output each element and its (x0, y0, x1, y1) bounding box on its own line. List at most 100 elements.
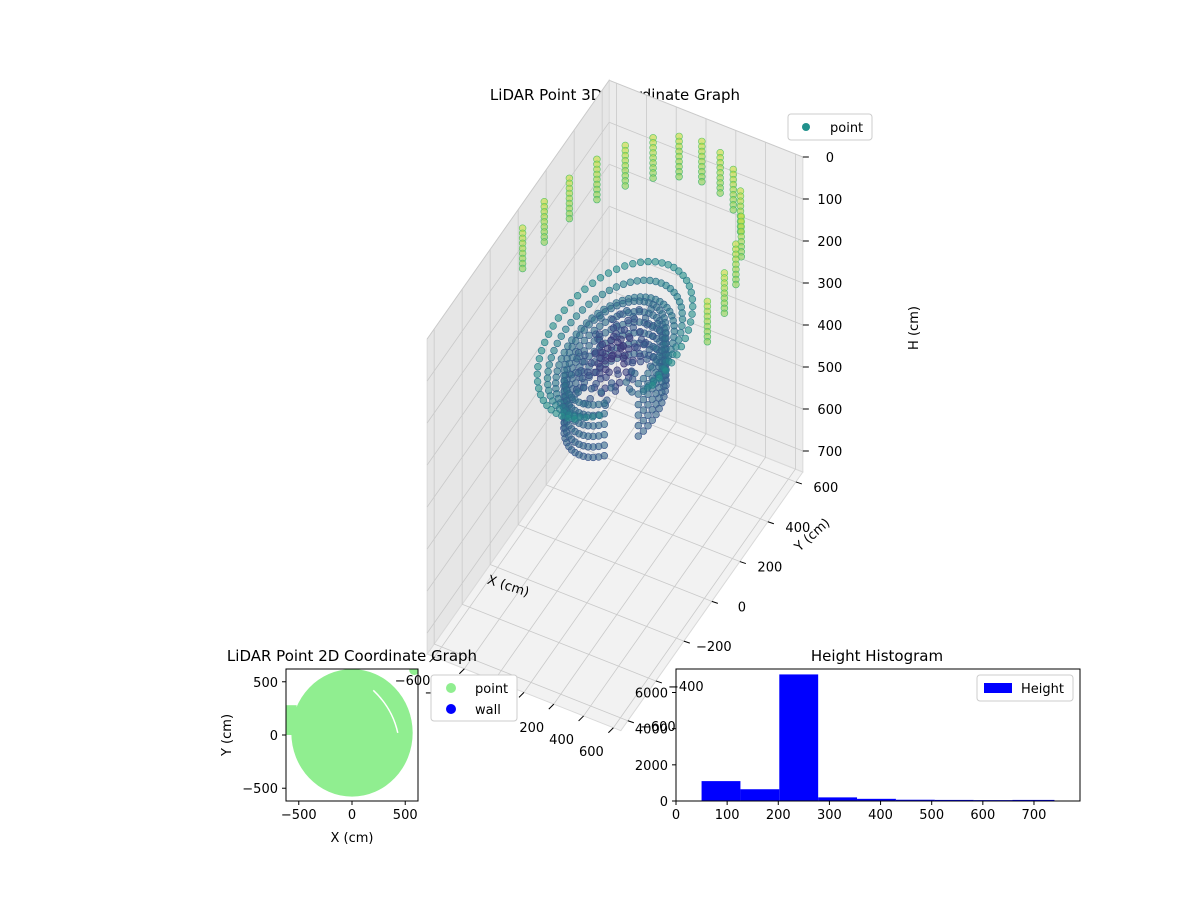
data-point (655, 326, 664, 334)
data-point (568, 343, 576, 351)
legend-label-point: point (475, 682, 508, 697)
data-point (648, 416, 656, 424)
data-point (655, 352, 663, 360)
data-point (550, 346, 558, 355)
data-point (679, 271, 687, 280)
data-point (566, 299, 575, 307)
data-point (685, 282, 694, 290)
y-tick-label: 400 (785, 521, 810, 536)
data-point (658, 259, 666, 267)
data-point (651, 258, 659, 266)
z-tick-label: 300 (817, 277, 842, 292)
data-point (596, 274, 605, 282)
data-point (544, 330, 553, 338)
data-point (640, 340, 648, 349)
data-point (573, 292, 582, 300)
data-point (613, 302, 621, 310)
z-tick-label: 0 (826, 151, 834, 166)
data-point (598, 340, 606, 349)
grid-line-y (490, 564, 684, 642)
data-point (628, 358, 637, 367)
chart-2d: LiDAR Point 2D Coordinate Graph −500 0 500… (220, 647, 518, 846)
data-point (703, 338, 712, 346)
grid-line-z (426, 80, 610, 340)
z-tick-label: 200 (817, 235, 842, 250)
gap-line (372, 689, 399, 734)
x-tick-label: 0 (672, 808, 680, 823)
y-tick-label: 4000 (635, 723, 668, 738)
data-point (639, 276, 648, 284)
z-tick-label: 100 (817, 193, 842, 208)
data-point (678, 315, 687, 323)
x-tick-label: 400 (868, 808, 893, 823)
data-point (533, 370, 541, 378)
data-point (639, 406, 648, 414)
plot-histogram: 0 100 200 300 400 500 600 700 0 2000 4000 6000 (635, 668, 1081, 823)
data-point (629, 260, 637, 268)
x-tick-mark (518, 691, 525, 698)
data-point (574, 388, 582, 396)
legend-label-wall: wall (475, 703, 501, 718)
y-tick-label: 600 (813, 481, 838, 496)
legend-marker-point (446, 683, 456, 693)
x-tick-label: 400 (549, 733, 574, 748)
data-point (609, 324, 618, 332)
plot-area (286, 669, 418, 797)
data-point (628, 388, 636, 396)
data-point (572, 312, 581, 320)
ylabel-2d: Y (cm) (220, 714, 235, 757)
legend-marker-point (802, 123, 810, 131)
plot-2d: −500 0 500 500 0 −500 (242, 668, 419, 823)
data-point (614, 370, 622, 378)
data-point (634, 411, 642, 419)
y-tick-label: 0 (660, 795, 668, 810)
data-point (581, 351, 589, 359)
data-point (684, 326, 693, 334)
data-point (629, 323, 637, 332)
y-tick-mark (655, 680, 663, 684)
data-point (678, 309, 686, 317)
data-point (601, 308, 610, 316)
x-tick-label: 100 (715, 808, 740, 823)
data-point (652, 358, 660, 366)
data-point (585, 342, 593, 350)
data-point (732, 280, 740, 289)
data-point (545, 361, 553, 369)
data-point (597, 355, 605, 363)
data-point (624, 345, 633, 353)
z-tick-label: 600 (817, 403, 842, 418)
data-point (595, 330, 604, 338)
data-point (634, 379, 642, 388)
x-tick-label: 300 (817, 808, 842, 823)
legend-frame (976, 674, 1074, 702)
data-point (622, 378, 630, 386)
x-tick-label: 0 (348, 808, 356, 823)
y-tick-label: 6000 (635, 687, 668, 702)
data-point (604, 269, 613, 277)
histogram-bar (857, 798, 896, 801)
legend-marker-wall (446, 704, 456, 714)
data-point (634, 432, 642, 440)
grid-line-y (462, 603, 656, 682)
data-point (626, 278, 635, 286)
legend-histogram: Height (976, 674, 1074, 702)
data-point (677, 342, 686, 351)
legend-label-height: Height (1021, 682, 1064, 697)
data-point (580, 326, 588, 334)
x-tick-mark (548, 703, 555, 710)
data-point (562, 325, 570, 333)
y-tick-mark (739, 561, 747, 565)
data-point (688, 295, 697, 303)
data-point (675, 173, 683, 181)
x-tick-mark (459, 668, 465, 675)
data-point (534, 384, 543, 393)
data-point (567, 371, 575, 379)
data-point (593, 195, 601, 204)
grid-line-z (426, 206, 610, 466)
data-point (612, 265, 621, 273)
data-point (575, 398, 583, 406)
histogram-bar (818, 797, 858, 801)
data-point (616, 310, 624, 318)
data-point (543, 374, 552, 382)
data-point (547, 406, 555, 414)
